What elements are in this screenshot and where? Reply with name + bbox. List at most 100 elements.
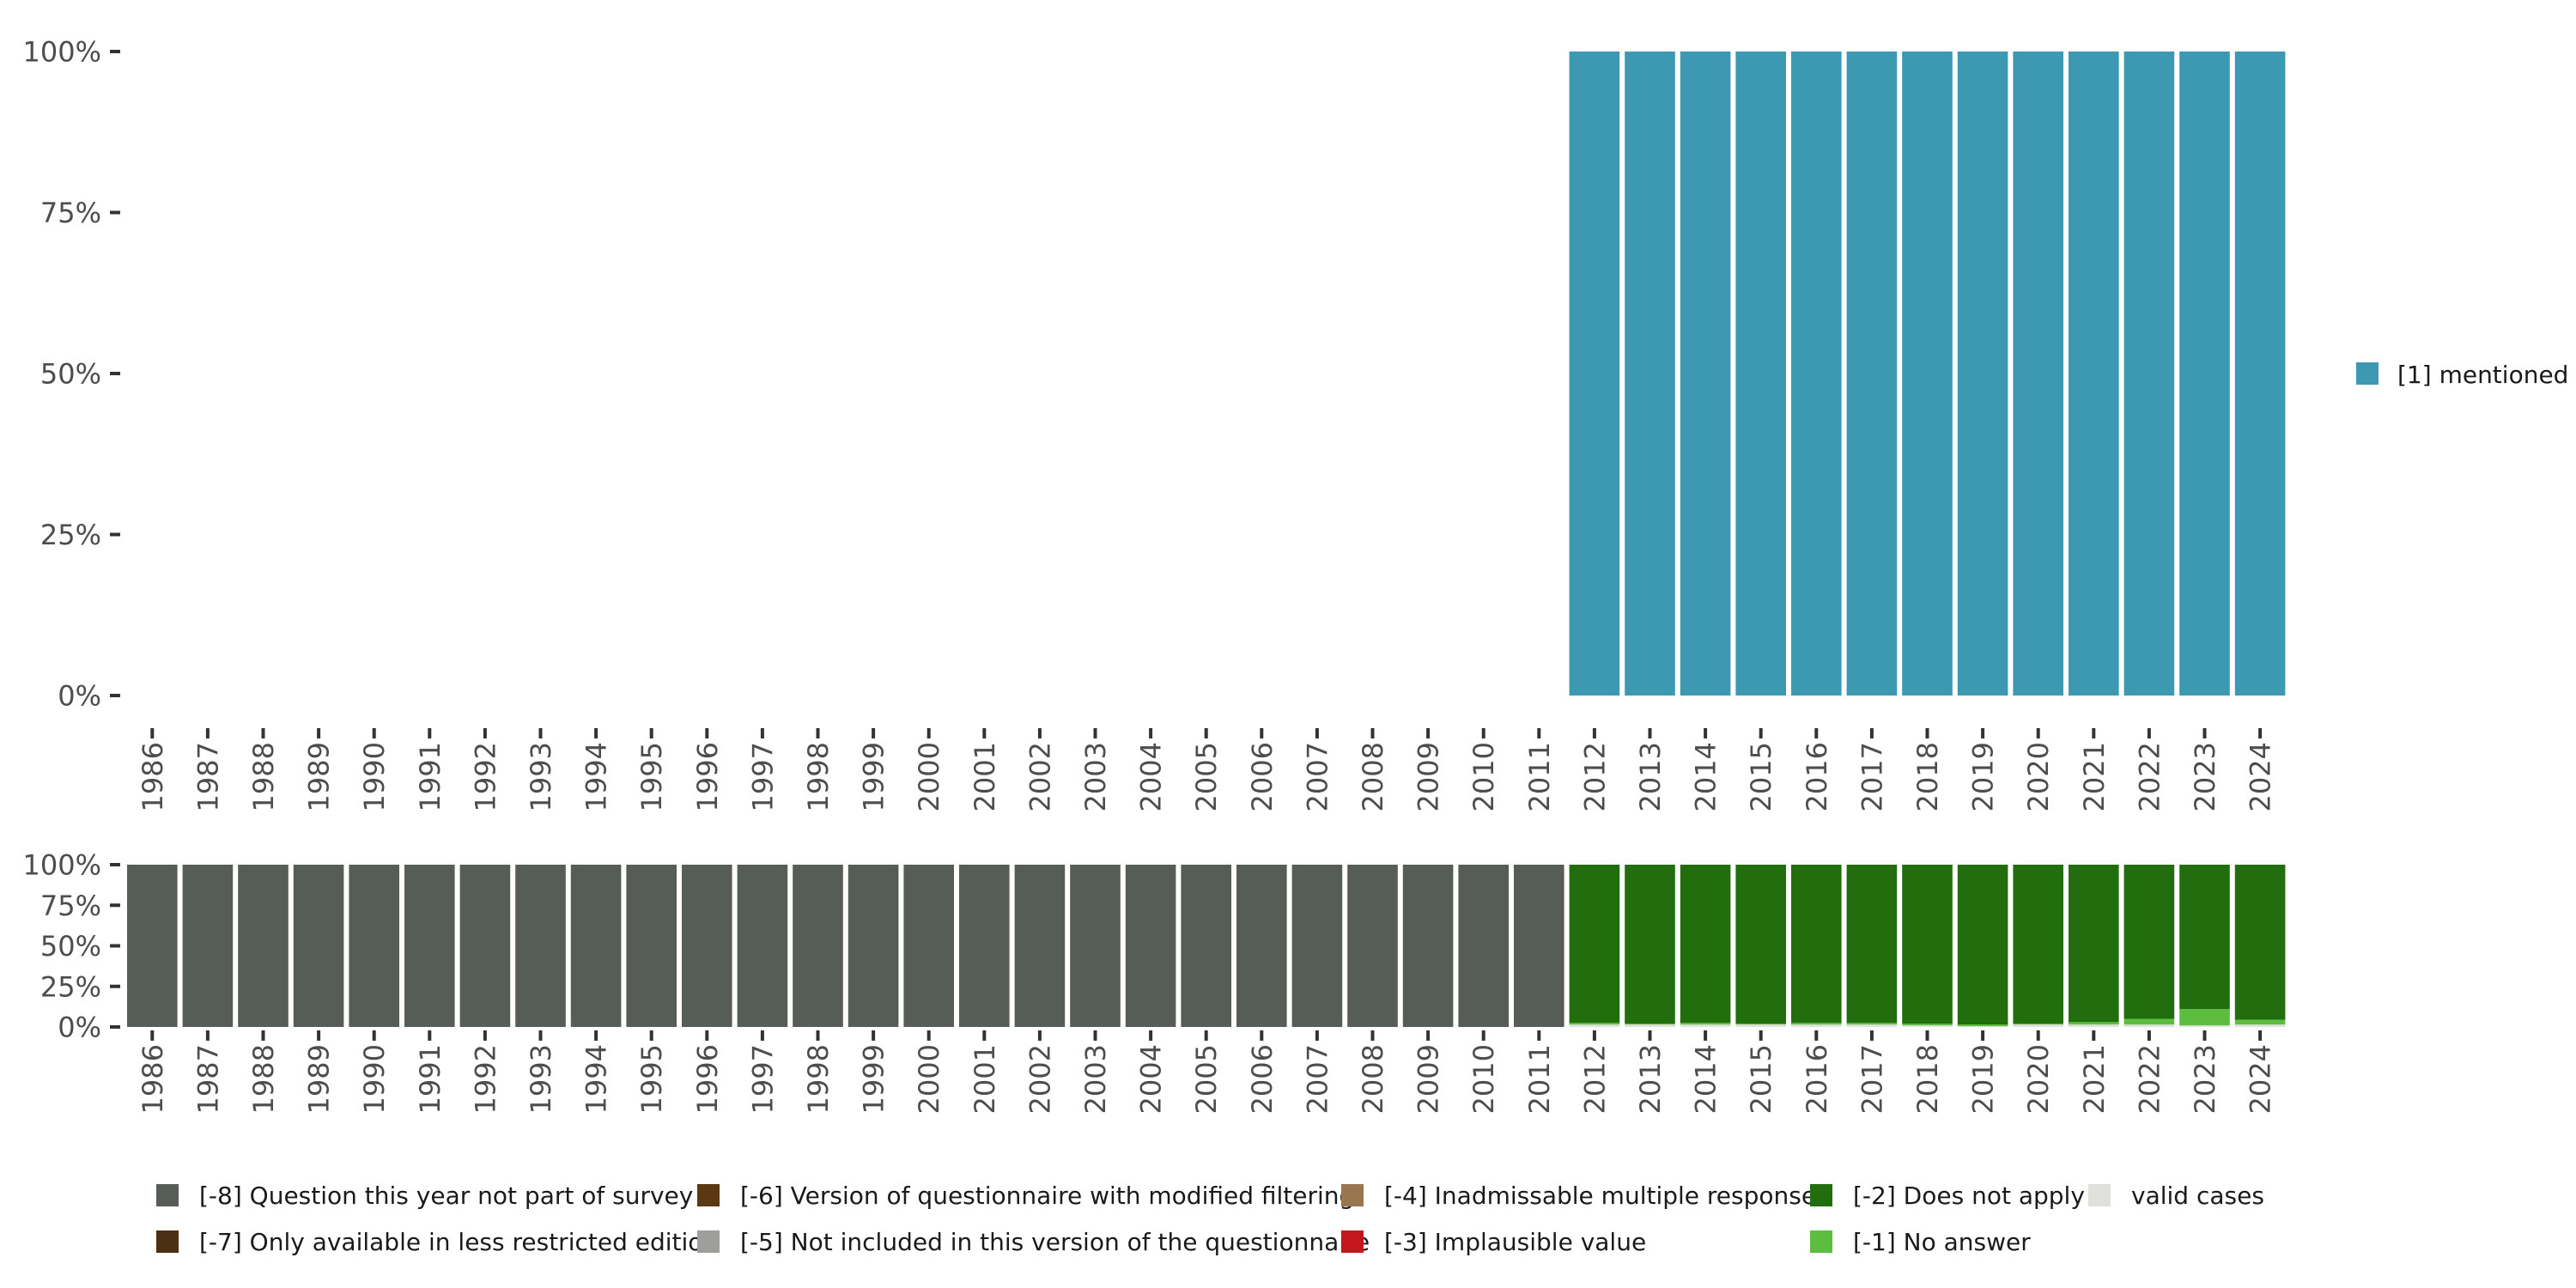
legend-swatch: [1341, 1184, 1364, 1206]
bar-segment: [2179, 865, 2230, 1010]
y-tick-label: 75%: [40, 197, 101, 229]
x-tick-label: 2020: [2022, 742, 2055, 811]
bar-segment: [1680, 865, 1731, 1024]
top-chart: 0% 25% 50% 75% 100% 1986 1987 1988 1989 1990 1991 1…: [23, 36, 2286, 811]
y-tick-label: 0%: [58, 680, 101, 713]
x-tick-label: 1993: [525, 1044, 557, 1114]
legend-label: [-8] Question this year not part of surv…: [199, 1182, 693, 1210]
bar-segment: [1846, 1023, 1898, 1025]
x-tick-label: 1997: [746, 1044, 779, 1114]
bar-segment: [1514, 865, 1564, 1027]
legend-swatch: [2088, 1184, 2111, 1206]
x-tick-label: 1994: [580, 1044, 613, 1114]
x-tick-label: 2017: [1856, 1044, 1888, 1114]
legend-label: [-6] Version of questionnaire with modif…: [740, 1182, 1354, 1210]
x-tick-label: 1990: [358, 1044, 391, 1114]
x-tick-label: 1998: [802, 1044, 835, 1114]
bar-segment: [2123, 52, 2175, 696]
x-tick-label: 2014: [1690, 1044, 1722, 1114]
x-tick-label: 2013: [1634, 742, 1667, 811]
bar-segment: [1957, 52, 2008, 696]
x-tick-label: 2022: [2133, 1044, 2166, 1114]
legend-label: [-1] No answer: [1853, 1228, 2031, 1256]
x-tick-label: 2004: [1135, 1044, 1168, 1114]
y-tick-label: 75%: [40, 890, 101, 922]
x-tick-label: 2000: [913, 1044, 945, 1114]
x-tick-label: 2016: [1801, 742, 1833, 811]
bar-segment: [2123, 1024, 2175, 1027]
x-tick-label: 2003: [1079, 742, 1112, 811]
x-tick-label: 1995: [635, 742, 668, 811]
bar-segment: [2179, 52, 2230, 696]
legend-swatch: [1810, 1184, 1832, 1206]
bar-segment: [2069, 865, 2119, 1023]
x-tick-label: 1998: [802, 742, 835, 811]
bar-segment: [1402, 865, 1454, 1027]
x-tick-label: 2021: [2078, 1044, 2111, 1114]
bar-segment: [293, 865, 344, 1027]
bar-segment: [1680, 52, 1731, 696]
x-tick-label: 1990: [358, 742, 391, 811]
bar-segment: [1458, 865, 1509, 1027]
legend-label: [-3] Implausible value: [1384, 1228, 1646, 1256]
x-tick-label: 2000: [913, 742, 945, 811]
bar-segment: [2234, 52, 2286, 696]
bar-segment: [626, 865, 677, 1027]
bar-segment: [903, 865, 954, 1027]
bar-segment: [1846, 865, 1898, 1024]
x-tick-label: 2018: [1911, 742, 1944, 811]
y-tick-label: 50%: [40, 358, 101, 391]
x-tick-label: 2005: [1190, 742, 1223, 811]
legend-swatch: [2356, 362, 2379, 385]
legend-bottom: [-8] Question this year not part of surv…: [156, 1182, 2264, 1256]
legend-label: [-7] Only available in less restricted e…: [199, 1228, 718, 1256]
bar-segment: [1735, 52, 1786, 696]
x-tick-label: 1986: [137, 742, 169, 811]
y-tick-label: 50%: [40, 930, 101, 963]
legend-label: [1] mentioned: [2397, 361, 2568, 389]
x-tick-label: 1992: [469, 1044, 501, 1114]
x-tick-label: 1999: [858, 742, 890, 811]
x-tick-label: 1989: [303, 1044, 336, 1114]
x-tick-label: 2003: [1079, 1044, 1112, 1114]
bar-segment: [1070, 865, 1121, 1027]
y-tick-label: 25%: [40, 519, 101, 551]
bar-segment: [1625, 52, 1675, 696]
x-tick-label: 2002: [1024, 1044, 1056, 1114]
bar-segment: [1957, 1026, 2008, 1027]
bar-segment: [1902, 52, 1953, 696]
legend-swatch: [697, 1184, 720, 1206]
x-tick-label: 1999: [858, 1044, 890, 1114]
x-tick-label: 1987: [191, 1044, 224, 1114]
x-tick-label: 2006: [1246, 1044, 1279, 1114]
bar-segment: [2234, 1024, 2286, 1027]
bar-segment: [1625, 865, 1675, 1024]
x-tick-label: 2001: [969, 742, 1001, 811]
legend-right: [1] mentioned: [2356, 361, 2568, 389]
bar-segment: [682, 865, 732, 1027]
bar-segment: [1735, 1024, 1786, 1027]
x-tick-label: 1988: [247, 742, 280, 811]
x-tick-label: 2001: [969, 1044, 1001, 1114]
bar-segment: [1569, 52, 1620, 696]
y-tick-label: 100%: [23, 849, 101, 882]
bar-segment: [1791, 1023, 1842, 1025]
x-tick-label: 2013: [1634, 1044, 1667, 1114]
bar-segment: [737, 865, 788, 1027]
legend-label: [-2] Does not apply: [1853, 1182, 2085, 1210]
x-tick-label: 2023: [2189, 742, 2221, 811]
bar-segment: [1791, 865, 1842, 1024]
x-tick-label: 2008: [1357, 742, 1389, 811]
bar-segment: [848, 865, 899, 1027]
x-tick-label: 2023: [2189, 1044, 2221, 1114]
x-tick-label: 2008: [1357, 1044, 1389, 1114]
x-tick-label: 1991: [414, 742, 447, 811]
x-tick-label: 2019: [1967, 1044, 2000, 1114]
x-tick-label: 2006: [1246, 742, 1279, 811]
bar-segment: [1846, 1024, 1898, 1027]
bar-segment: [1125, 865, 1176, 1027]
x-tick-label: 1991: [414, 1044, 447, 1114]
x-tick-label: 2004: [1135, 742, 1168, 811]
bar-segment: [1791, 52, 1842, 696]
bar-segment: [1569, 865, 1620, 1024]
